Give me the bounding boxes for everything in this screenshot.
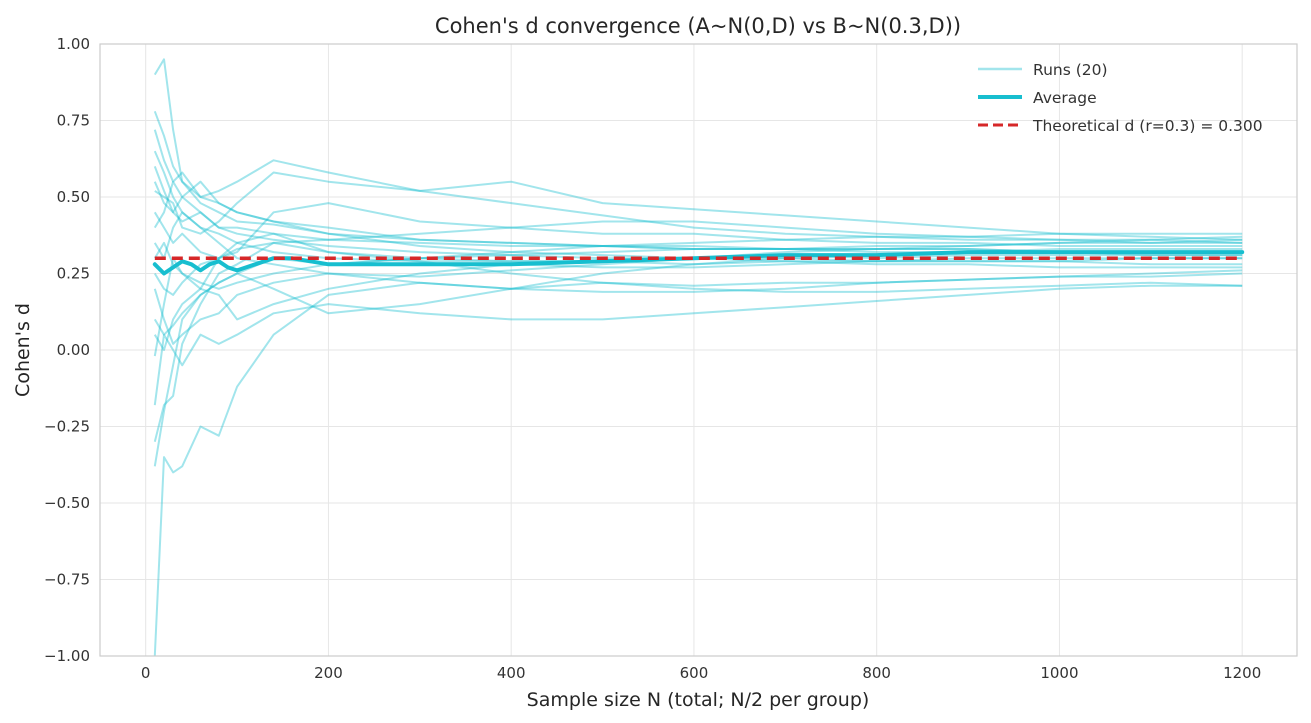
run-line-15 bbox=[153, 235, 1243, 345]
run-line-8 bbox=[153, 257, 1243, 357]
run-line-13 bbox=[153, 211, 1243, 266]
ticks: 0 200 400 600 800 1000 1200 −1.00 −0.75 −0.50 −0.2… bbox=[44, 35, 1261, 682]
run-lines bbox=[153, 58, 1243, 657]
run-line-18 bbox=[153, 166, 1243, 266]
y-tick-label: 0.00 bbox=[57, 341, 90, 359]
plot-frame bbox=[99, 43, 1298, 657]
y-tick-label: 0.50 bbox=[57, 188, 90, 206]
x-tick-label: 1200 bbox=[1223, 664, 1261, 682]
run-line-16 bbox=[154, 171, 1243, 244]
x-tick-label: 0 bbox=[141, 664, 151, 682]
y-tick-label: 0.75 bbox=[57, 112, 90, 130]
y-tick-label: 0.25 bbox=[57, 265, 90, 283]
legend-runs-label: Runs (20) bbox=[1033, 61, 1108, 79]
run-line-5 bbox=[153, 181, 1243, 293]
run-line-3 bbox=[153, 129, 1243, 241]
legend-theoretical-label: Theoretical d (r=0.3) = 0.300 bbox=[1032, 117, 1263, 135]
x-tick-label: 200 bbox=[314, 664, 343, 682]
legend: Runs (20) Average Theoretical d (r=0.3) … bbox=[978, 61, 1263, 135]
run-line-10 bbox=[153, 202, 1243, 296]
legend-average-label: Average bbox=[1033, 89, 1097, 107]
y-tick-label: −0.75 bbox=[44, 571, 90, 589]
x-tick-label: 800 bbox=[862, 664, 891, 682]
run-line-7 bbox=[153, 150, 1243, 293]
run-line-14 bbox=[153, 110, 1243, 269]
run-line-1 bbox=[153, 58, 1243, 254]
run-line-9 bbox=[153, 211, 1243, 260]
run-line-12 bbox=[153, 284, 1243, 406]
y-tick-label: −1.00 bbox=[44, 647, 90, 665]
x-tick-label: 1000 bbox=[1040, 664, 1078, 682]
x-tick-label: 400 bbox=[497, 664, 526, 682]
grid bbox=[100, 43, 1297, 657]
y-axis-label: Cohen's d bbox=[12, 303, 34, 397]
x-tick-label: 600 bbox=[680, 664, 709, 682]
y-tick-label: 1.00 bbox=[57, 35, 90, 53]
run-line-20 bbox=[153, 232, 1243, 351]
y-tick-label: −0.25 bbox=[44, 418, 90, 436]
x-axis-label: Sample size N (total; N/2 per group) bbox=[527, 689, 870, 711]
chart-title: Cohen's d convergence (A~N(0,D) vs B~N(0… bbox=[435, 14, 961, 38]
run-line-2 bbox=[153, 269, 1243, 657]
y-tick-label: −0.50 bbox=[44, 494, 90, 512]
